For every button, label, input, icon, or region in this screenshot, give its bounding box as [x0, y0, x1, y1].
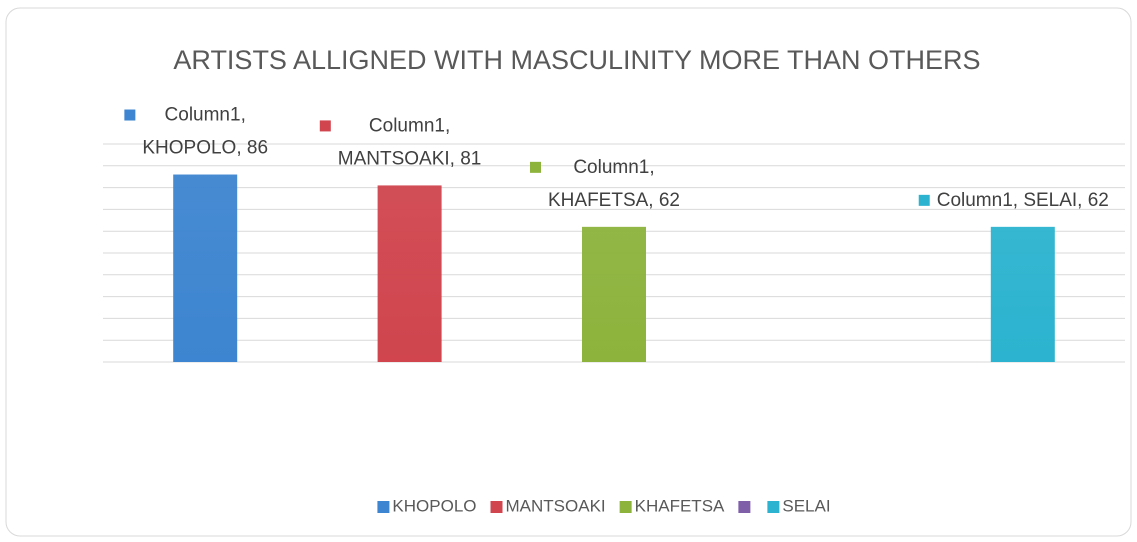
bar — [582, 226, 646, 362]
legend-label: KHAFETSA — [635, 496, 725, 515]
label-marker — [918, 194, 930, 206]
data-label: Column1, KHAFETSA, 62 — [548, 157, 680, 211]
data-label: Column1, SELAI, 62 — [937, 190, 1109, 211]
label-marker — [124, 109, 136, 121]
legend-swatch — [738, 501, 751, 513]
chart-border — [5, 7, 1132, 537]
chart-title: ARTISTS ALLIGNED WITH MASCULINITY MORE T… — [173, 45, 980, 75]
label-marker — [530, 161, 541, 173]
legend-swatch — [490, 501, 503, 513]
legend-swatch — [619, 501, 632, 513]
bar — [990, 226, 1055, 362]
label-marker — [319, 120, 331, 132]
legend-swatch — [377, 501, 390, 513]
bar — [173, 174, 238, 362]
data-label: Column1, KHOPOLO, 86 — [142, 105, 268, 159]
legend-label: MANTSOAKI — [506, 496, 606, 515]
legend-swatch — [767, 501, 780, 513]
legend-label: SELAI — [782, 496, 830, 515]
legend-label: KHOPOLO — [392, 496, 476, 515]
bar — [377, 185, 442, 362]
data-label: Column1, MANTSOAKI, 81 — [338, 115, 482, 169]
legend: KHOPOLO MANTSOAKI KHAFETSA SELAI — [377, 496, 831, 515]
